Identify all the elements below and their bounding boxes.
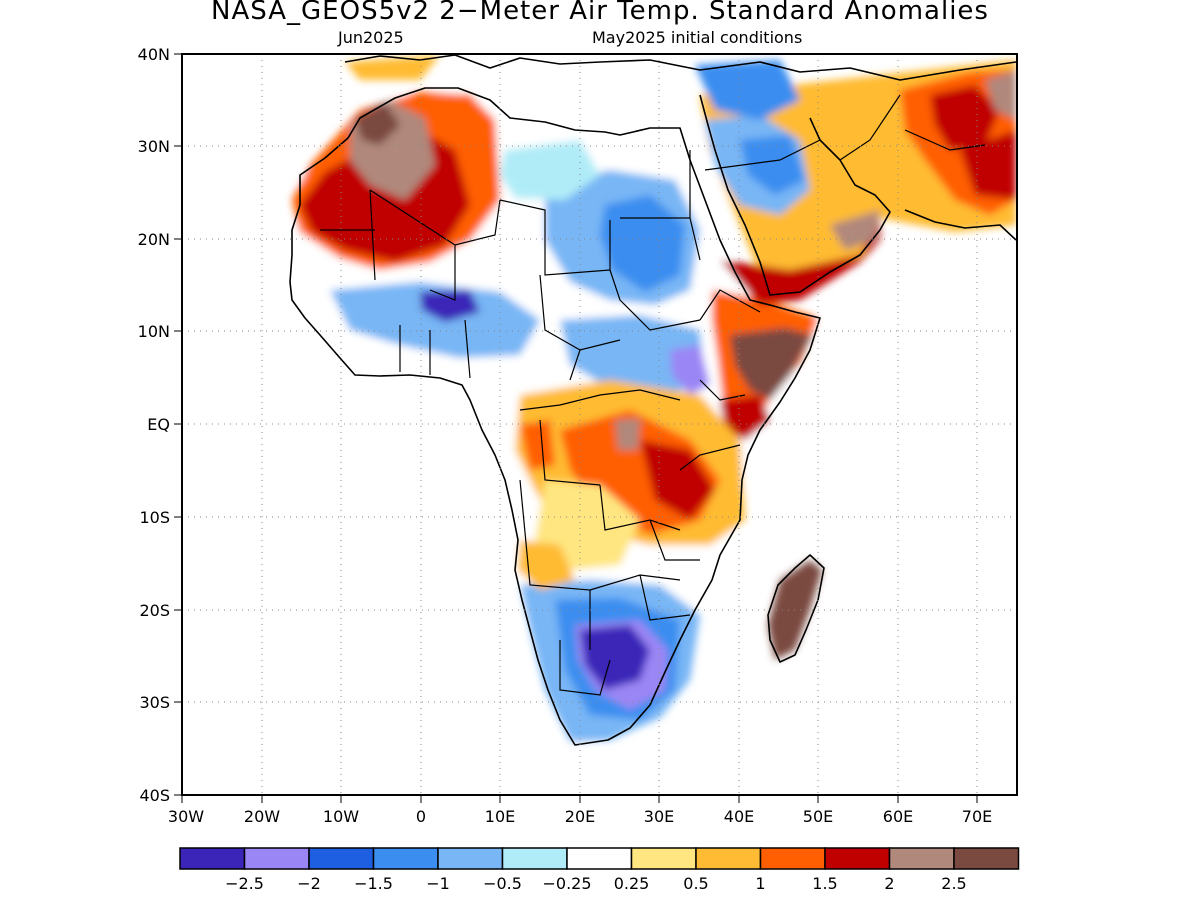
lon-label: 0 [416, 807, 426, 826]
colorbar-swatch [888, 847, 955, 870]
lat-label: EQ [147, 415, 170, 434]
lat-label: 10N [138, 322, 170, 341]
lon-label: 20W [244, 807, 280, 826]
colorbar-label: −2.5 [225, 874, 264, 893]
lat-label: 40S [139, 786, 170, 805]
lat-label: 40N [138, 45, 170, 64]
colorbar-label: 1.5 [812, 874, 837, 893]
colorbar-swatch [501, 847, 568, 870]
lon-label: 70E [962, 807, 992, 826]
lon-label: 60E [883, 807, 913, 826]
colorbar-swatch [179, 847, 246, 870]
madagascar-coastline [767, 554, 825, 663]
coastlines [289, 54, 1017, 746]
colorbar-label: 2 [884, 874, 894, 893]
colorbar-swatch [437, 847, 504, 870]
colorbar-swatch [953, 847, 1020, 870]
latitude-axis: 40N 30N 20N 10N EQ 10S 20S 30S 40S [138, 45, 182, 805]
colorbar-label: 2.5 [941, 874, 966, 893]
arabia-coastline [699, 94, 1017, 296]
lon-label: 30E [644, 807, 674, 826]
map-title: NASA_GEOS5v2 2−Meter Air Temp. Standard … [211, 0, 989, 26]
lon-label: 20E [565, 807, 595, 826]
lat-label: 30S [139, 693, 170, 712]
colorbar-swatch [243, 847, 310, 870]
country-borders [320, 94, 986, 696]
colorbar-swatch [630, 847, 697, 870]
colorbar-label: −0.5 [483, 874, 522, 893]
colorbar: −2.5 −2 −1.5 −1 −0.5 −0.25 0.25 0.5 1 1.5 2 2.5 [179, 847, 1020, 893]
lat-label: 10S [139, 508, 170, 527]
colorbar-label: 0.5 [683, 874, 708, 893]
colorbar-label: −2 [297, 874, 321, 893]
longitude-axis: 30W 20W 10W 0 10E 20E 30E 40E 50E 60E 70… [168, 795, 992, 826]
colorbar-label: 1 [755, 874, 765, 893]
lon-label: 10E [485, 807, 515, 826]
lon-label: 40E [724, 807, 754, 826]
colorbar-swatch [566, 847, 633, 870]
colorbar-swatch [759, 847, 826, 870]
lat-label: 20S [139, 601, 170, 620]
mediterranean-coastline [344, 54, 1017, 81]
lon-label: 10W [323, 807, 359, 826]
colorbar-label: −1 [426, 874, 450, 893]
colorbar-swatch [695, 847, 762, 870]
africa-coastline [289, 87, 821, 746]
colorbar-swatch [824, 847, 891, 870]
colorbar-label: −1.5 [354, 874, 393, 893]
forecast-month: Jun2025 [338, 28, 404, 47]
colorbar-label: −0.25 [542, 874, 591, 893]
lon-label: 30W [168, 807, 204, 826]
initial-conditions: May2025 initial conditions [592, 28, 803, 47]
lat-label: 30N [138, 137, 170, 156]
anomaly-field [292, 55, 1016, 745]
colorbar-label: 0.25 [614, 874, 650, 893]
lat-label: 20N [138, 230, 170, 249]
lon-label: 50E [803, 807, 833, 826]
colorbar-swatch [372, 847, 439, 870]
colorbar-swatch [308, 847, 375, 870]
